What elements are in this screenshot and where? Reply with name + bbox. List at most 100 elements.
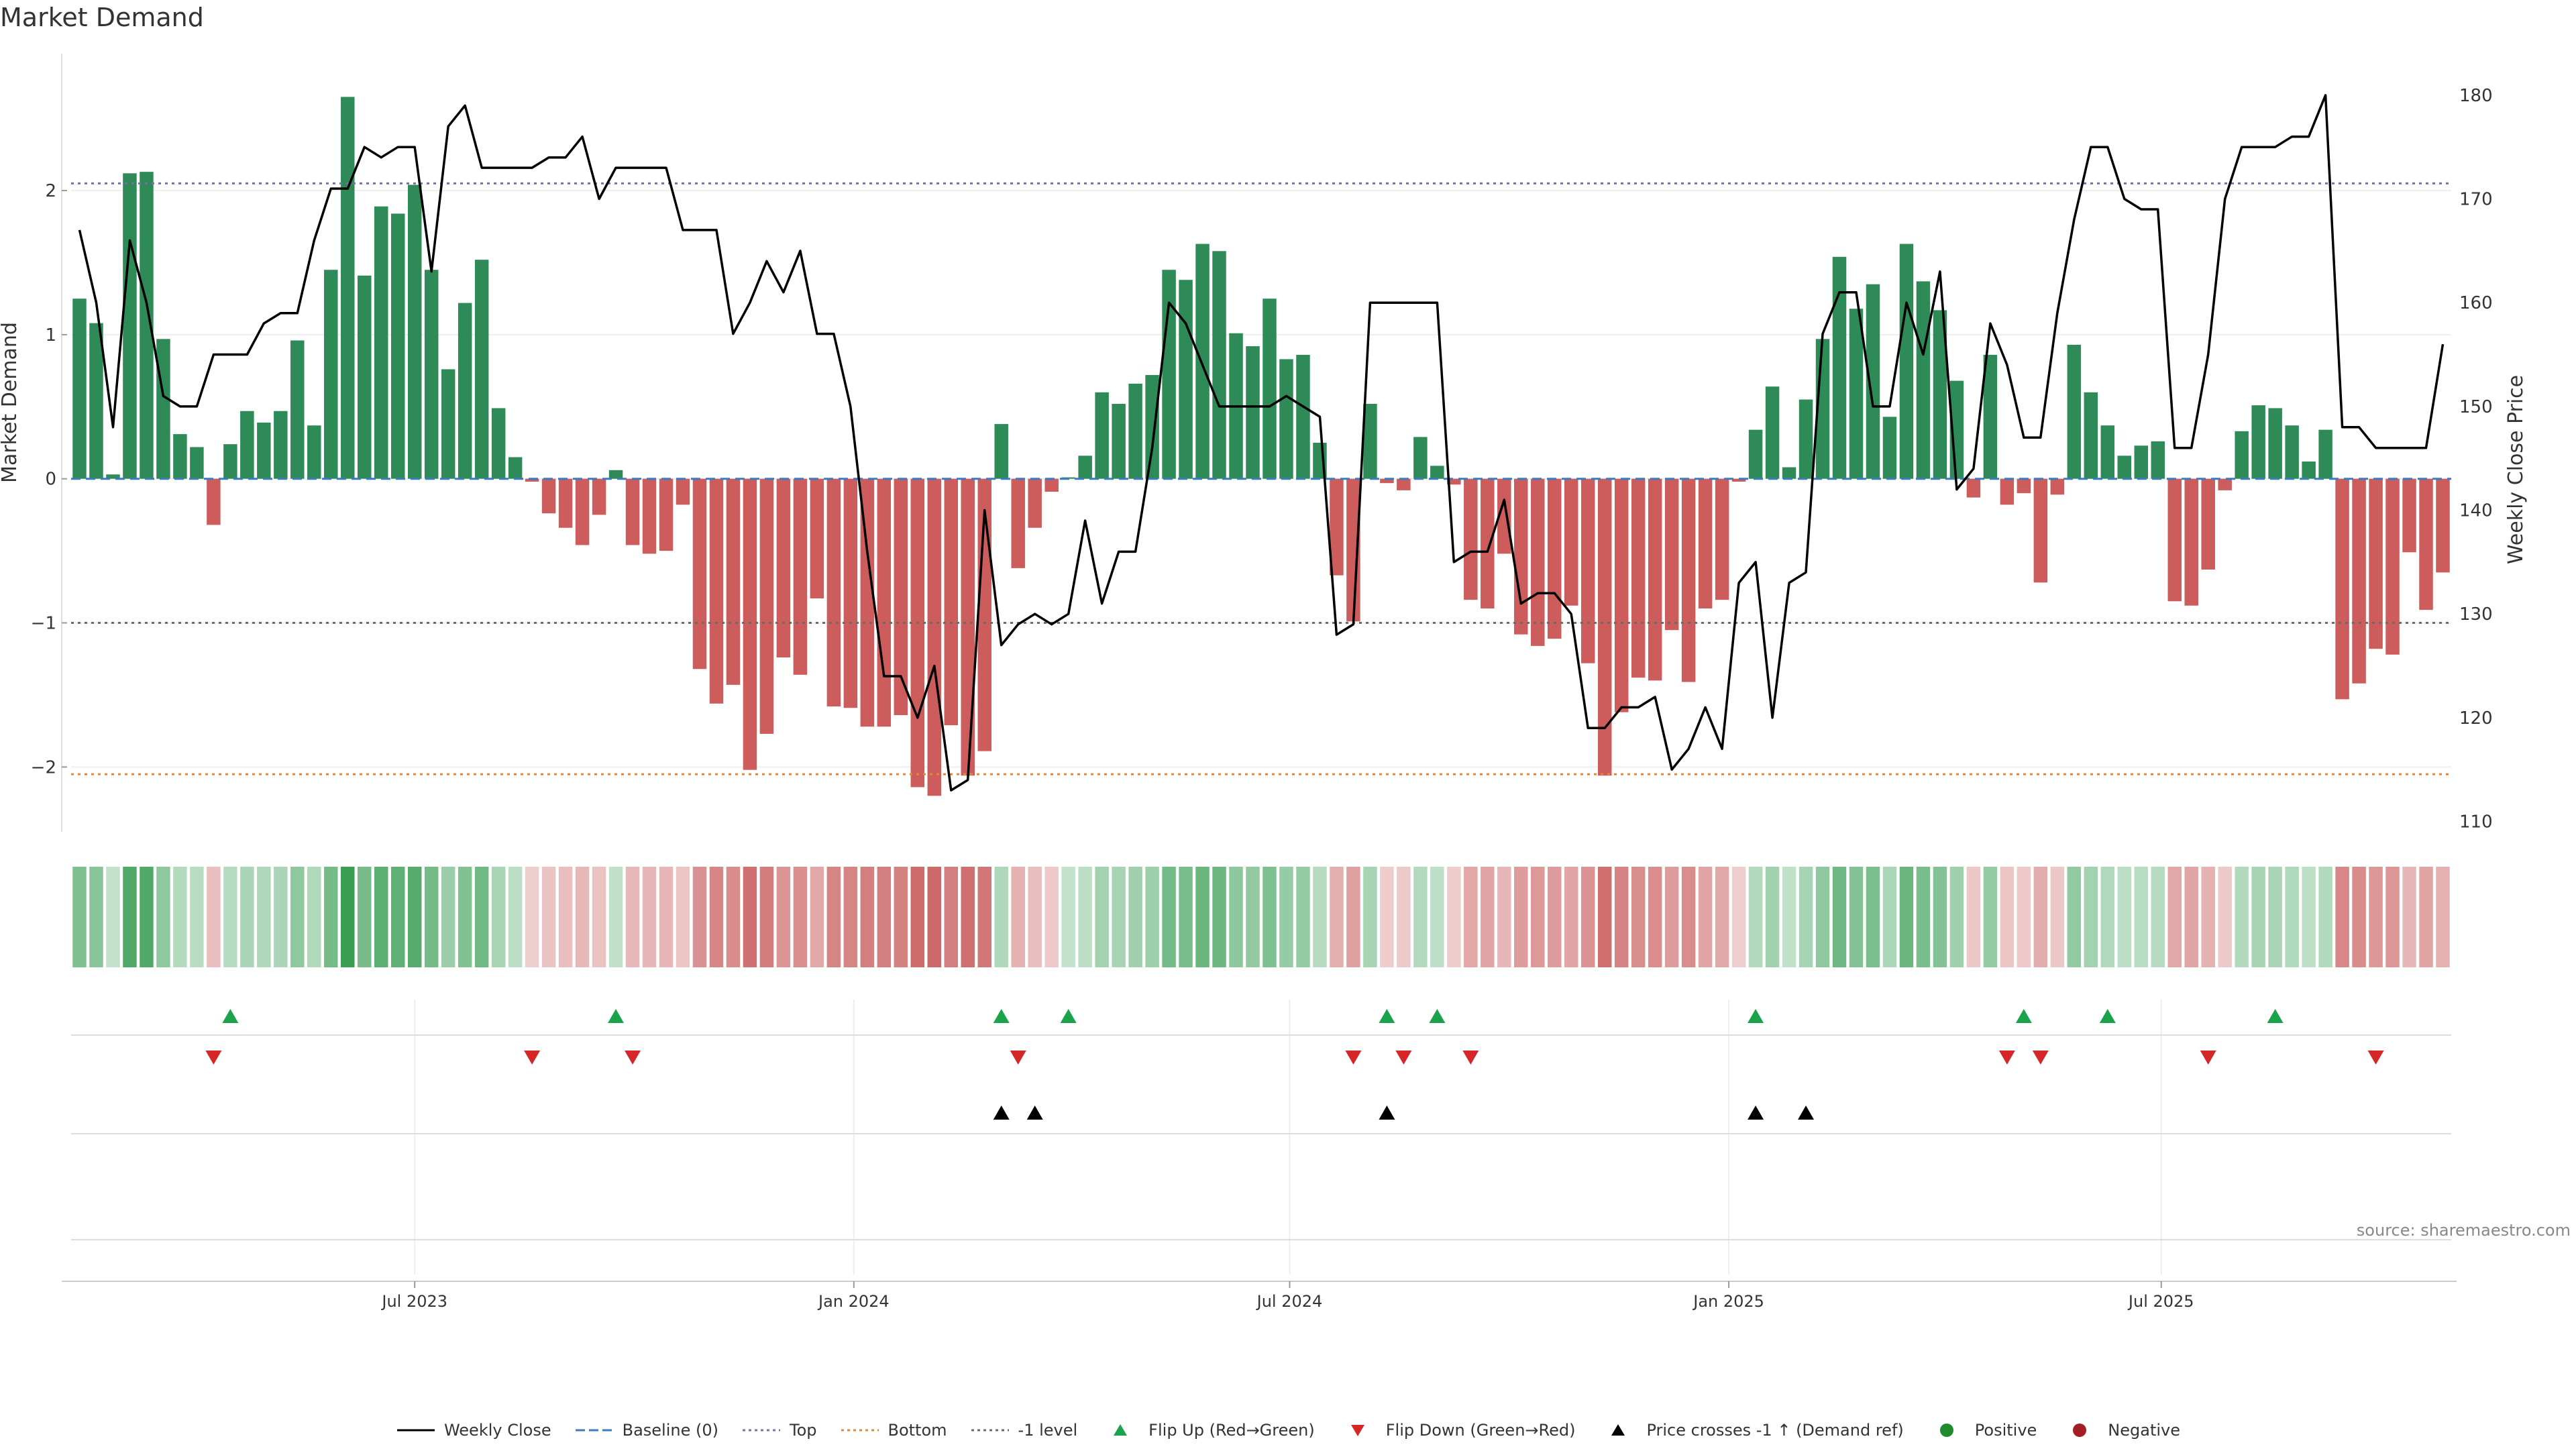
right-tick-label: 160 (2459, 293, 2493, 313)
heat-cell (1464, 867, 1478, 967)
demand-bar (1095, 392, 1109, 479)
demand-bar (642, 478, 657, 554)
demand-bar (341, 97, 355, 479)
heat-cell (625, 867, 640, 967)
heat-cell (1664, 867, 1679, 967)
legend-item-bottom: Bottom (840, 1421, 947, 1440)
price-cross-marker (1379, 1106, 1395, 1120)
demand-bar (1548, 478, 1562, 639)
demand-bar (1447, 478, 1461, 485)
flip-down-marker (625, 1051, 641, 1065)
heat-cell (2218, 867, 2232, 967)
flip-down-marker (2200, 1051, 2216, 1065)
heat-cell (2285, 867, 2299, 967)
heat-cell (1061, 867, 1075, 967)
demand-bar (1748, 429, 1763, 479)
weekly-close-line-group (78, 94, 2445, 792)
heat-cell (1145, 867, 1159, 967)
demand-bar (1212, 251, 1226, 479)
legend-label: Negative (2108, 1421, 2181, 1440)
demand-bar (2033, 478, 2048, 583)
legend-label: Top (790, 1421, 817, 1440)
legend-label: Flip Up (Red→Green) (1148, 1421, 1315, 1440)
legend-label: Bottom (888, 1421, 947, 1440)
x-tick-label: Jul 2024 (1256, 1292, 1323, 1311)
demand-bar (173, 434, 187, 479)
heat-cell (1481, 867, 1495, 967)
demand-bar (390, 213, 405, 479)
demand-bar (709, 478, 724, 704)
demand-bar (1782, 467, 1796, 479)
legend-symbol (574, 1422, 614, 1438)
flip-down-marker (1345, 1051, 1362, 1065)
demand-bar (358, 275, 372, 479)
demand-bar (441, 369, 455, 479)
heat-cell (1430, 867, 1444, 967)
legend-label: Positive (1974, 1421, 2037, 1440)
left-tick-label: 2 (45, 181, 56, 201)
heat-cell (156, 867, 170, 967)
demand-bar (1195, 244, 1210, 479)
demand-bar (2117, 455, 2132, 479)
demand-bar (223, 444, 237, 479)
heat-cell (223, 867, 237, 967)
demand-bar (2067, 344, 2082, 479)
demand-bar (2352, 478, 2366, 684)
demand-bar (2369, 478, 2383, 649)
demand-bar (692, 478, 707, 669)
heat-cell (257, 867, 271, 967)
heat-cell (2134, 867, 2149, 967)
heat-cell (1849, 867, 1864, 967)
demand-bar (2084, 392, 2098, 479)
heat-cell (927, 867, 942, 967)
heat-cell (2000, 867, 2015, 967)
demand-bar (1597, 478, 1612, 776)
x-tick-label: Jul 2023 (380, 1292, 447, 1311)
right-tick-label: 110 (2459, 812, 2493, 833)
demand-bar (1028, 478, 1042, 528)
demand-bar (1112, 404, 1126, 479)
demand-bar (676, 478, 690, 505)
axes: 2 1 0 −1 −2 180 170 160 150 140 130 120 110 Market De… (0, 54, 2528, 833)
heat-cell (1044, 867, 1059, 967)
flip-up-marker (1060, 1009, 1077, 1023)
heat-cell (1614, 867, 1629, 967)
demand-bar (89, 323, 103, 479)
heat-cell (2268, 867, 2282, 967)
left-tick-label: 1 (45, 325, 56, 345)
heat-cell (810, 867, 824, 967)
heat-cell (1580, 867, 1595, 967)
price-cross-marker (1798, 1106, 1815, 1120)
flip-down-marker (524, 1051, 541, 1065)
legend-symbol (840, 1422, 880, 1438)
heat-cell (2419, 867, 2433, 967)
heat-cell (2402, 867, 2416, 967)
legend-label: Weekly Close (443, 1421, 551, 1440)
demand-bar (257, 422, 271, 479)
heat-cell (1648, 867, 1662, 967)
demand-bar (2017, 478, 2031, 494)
demand-bar (156, 339, 170, 479)
heat-cell (1346, 867, 1360, 967)
heat-cell (1799, 867, 1813, 967)
heat-cell (407, 867, 422, 967)
demand-bar (810, 478, 824, 598)
heat-cell (1882, 867, 1897, 967)
heat-cell (726, 867, 741, 967)
heat-cell (140, 867, 154, 967)
demand-bar (2100, 425, 2115, 479)
legend-symbol (1100, 1422, 1140, 1438)
heat-cell (2318, 867, 2332, 967)
legend-symbol (1598, 1422, 1638, 1438)
demand-bar (1263, 299, 1277, 479)
heat-cell (575, 867, 590, 967)
y2-axis-label: Weekly Close Price (2504, 375, 2528, 564)
heat-cell (190, 867, 204, 967)
heat-cell (2369, 867, 2383, 967)
legend-symbol (2059, 1422, 2100, 1438)
right-tick-label: 170 (2459, 190, 2493, 210)
heat-cell (793, 867, 808, 967)
heat-cell (2167, 867, 2182, 967)
demand-bar (407, 184, 422, 479)
legend-item-positive_dot: Positive (1927, 1421, 2037, 1440)
